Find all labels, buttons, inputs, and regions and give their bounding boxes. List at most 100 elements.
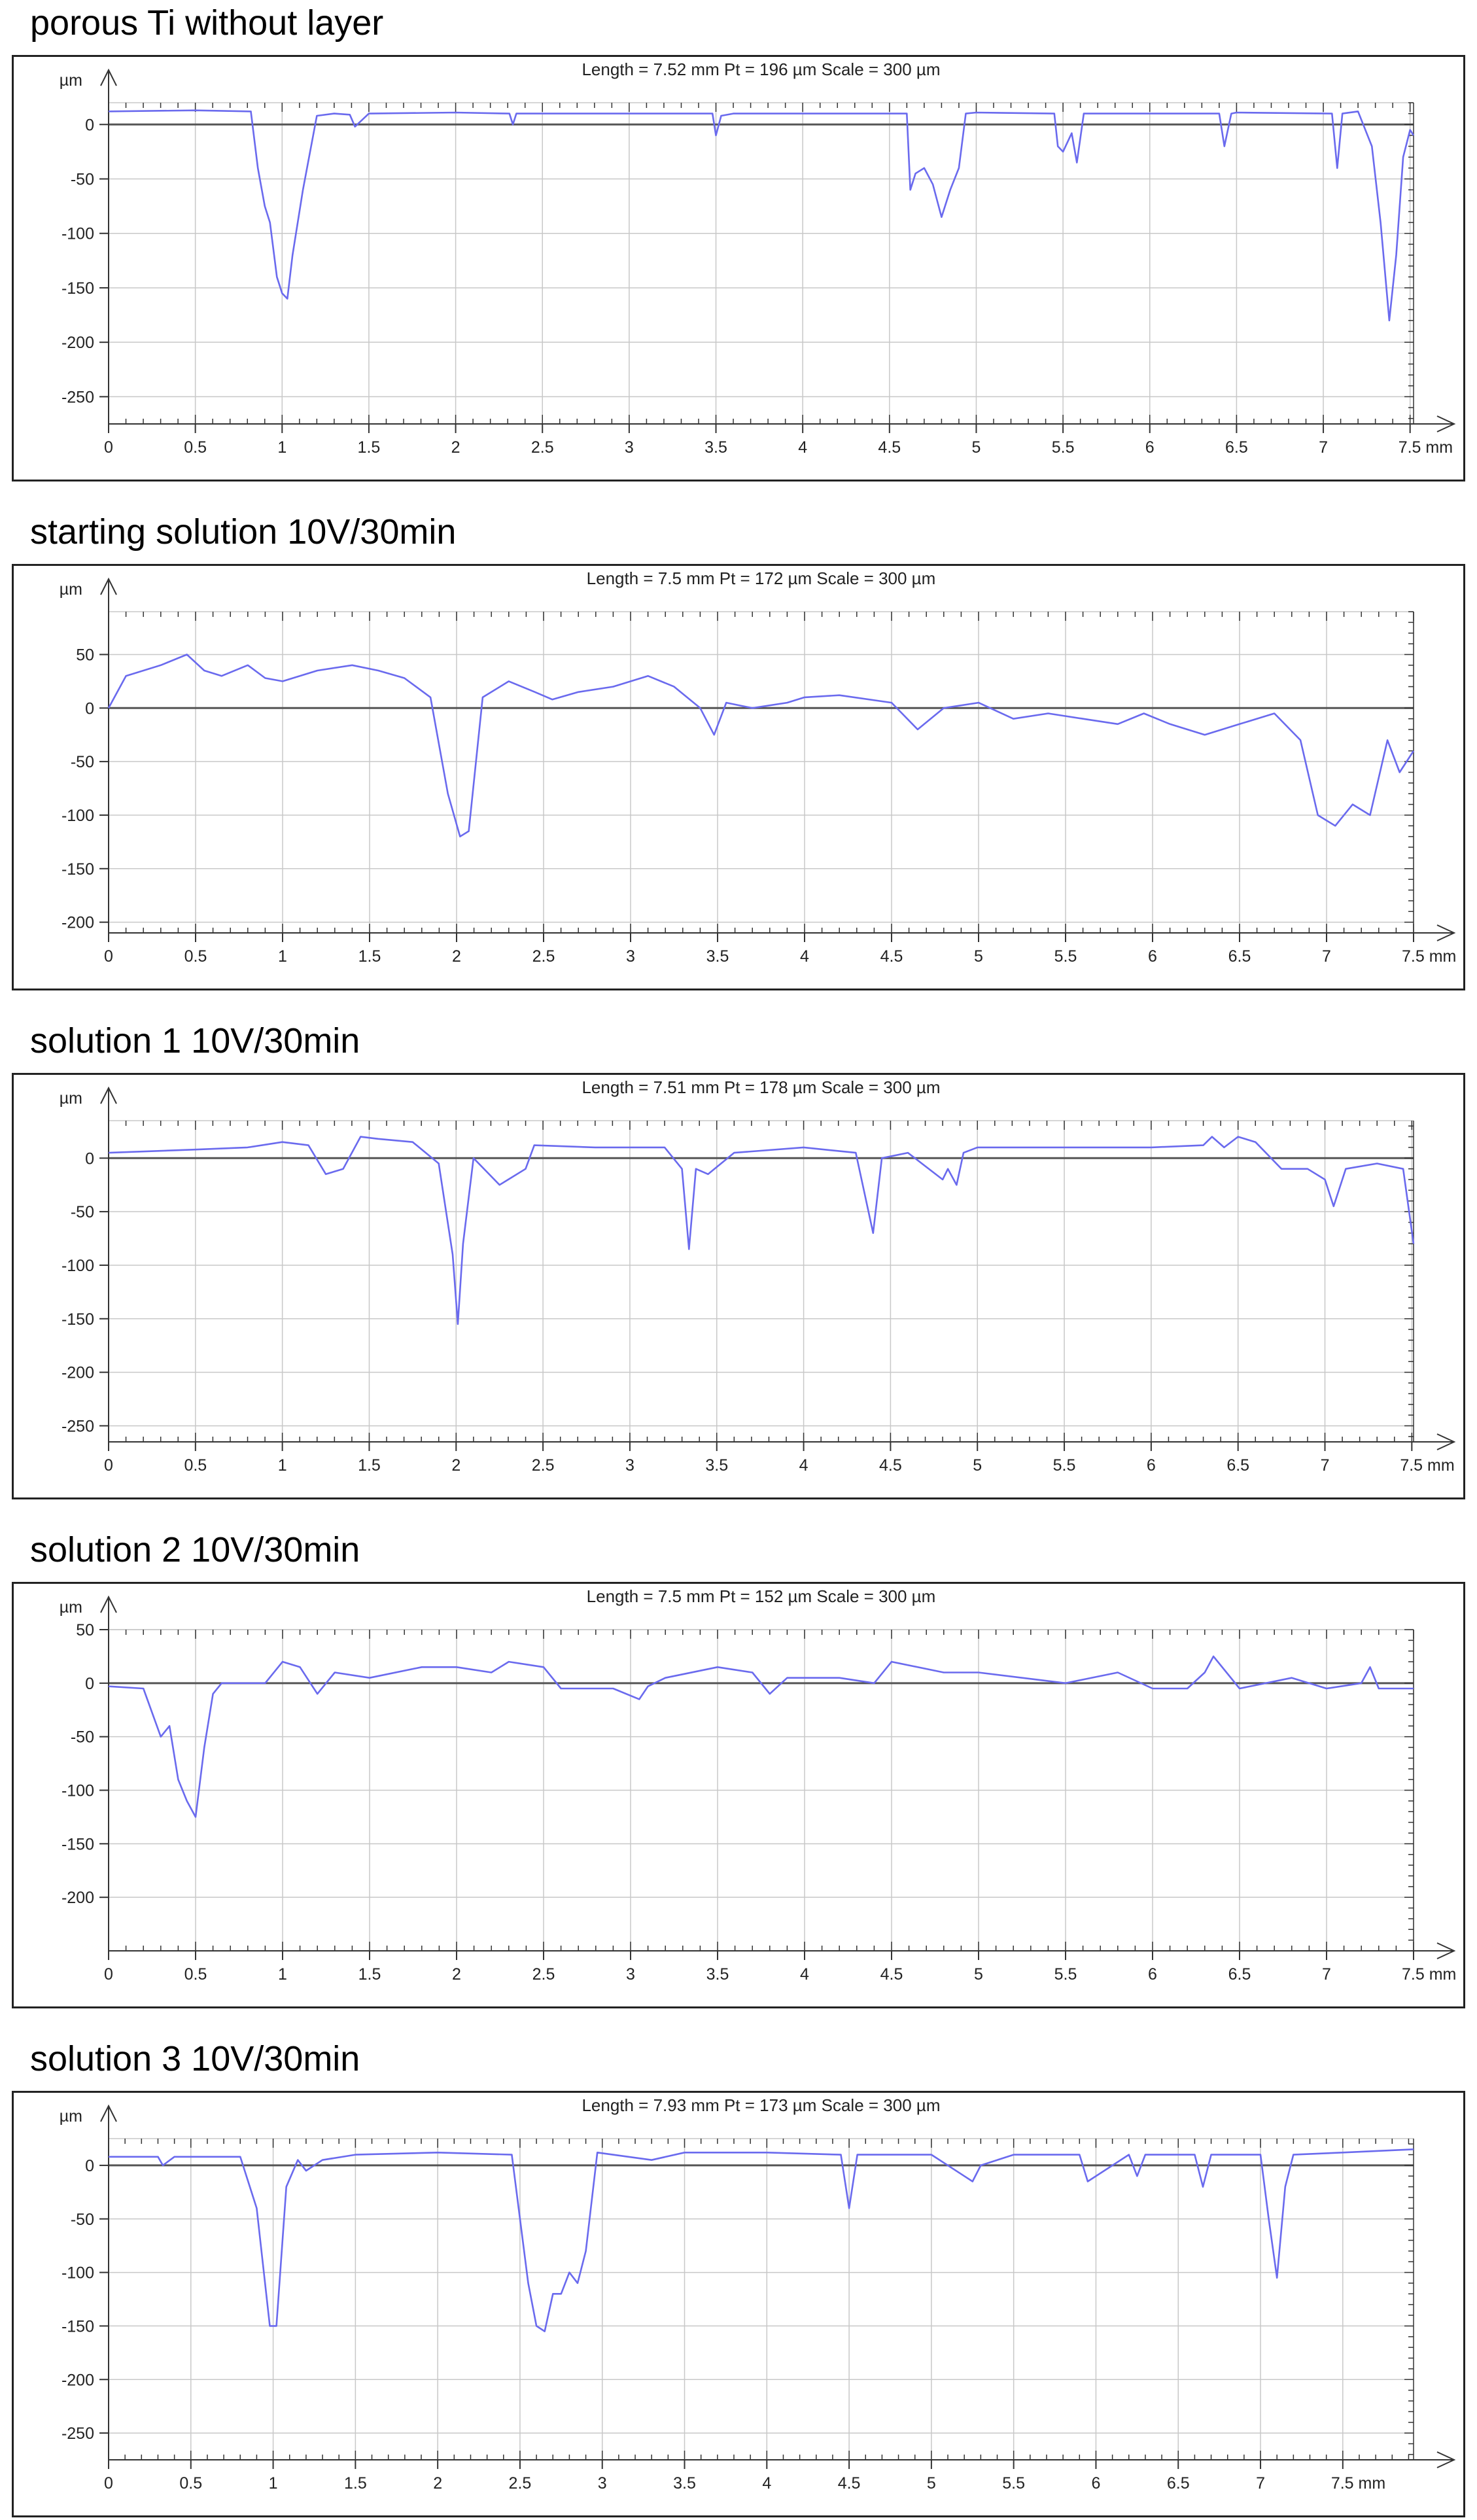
x-tick-label: 3: [625, 1456, 634, 1475]
x-tick-label: 2: [451, 438, 460, 457]
x-tick-label: 4.5: [878, 438, 901, 457]
x-tick-label: 1.5: [358, 1456, 381, 1475]
x-axis-arrow: [1436, 2451, 1456, 2468]
y-tick-label: 0: [85, 116, 94, 134]
y-tick-label: -150: [61, 860, 94, 879]
profile-plot: 0 -50 -100 -150 -200 -250 0 0.5 1 1.5 2 2.5 3 3.5 4 4.5…: [60, 60, 1456, 457]
x-tick-label: 5.5: [1054, 1965, 1077, 1984]
y-tick-label: -200: [61, 1364, 94, 1382]
x-tick-label: 6.5: [1225, 438, 1248, 457]
x-tick-label: 2: [452, 1965, 461, 1984]
x-tick-label: 4.5: [880, 1965, 903, 1984]
x-axis-arrow: [1436, 415, 1456, 432]
x-tick-label: 1.5: [358, 438, 381, 457]
chart-panel: 50 0 -50 -100 -150 -200 0 0.5 1 1.5 2 2.5 3 3.5 4 4.5 5 5…: [12, 564, 1465, 990]
x-tick-label: 5.5: [1052, 438, 1075, 457]
profile-line: [108, 1655, 1414, 1818]
profile-line: [107, 654, 1415, 838]
y-tick-label: 0: [85, 1149, 94, 1168]
x-tick-label: 2: [451, 1456, 460, 1475]
y-tick-label: -250: [61, 1417, 94, 1435]
x-tick-label: 7.5 mm: [1402, 1965, 1456, 1984]
x-tick-label: 2.5: [532, 947, 555, 966]
x-tick-label: 5: [972, 438, 981, 457]
x-tick-label: 3.5: [705, 1456, 728, 1475]
y-tick-label: -250: [61, 2424, 94, 2443]
x-tick-label: 3.5: [706, 1965, 729, 1984]
y-axis-arrow: [100, 2104, 117, 2122]
y-tick-label: 0: [85, 699, 94, 718]
x-axis-arrow: [1436, 924, 1456, 941]
x-tick-label: 0.5: [184, 1456, 207, 1475]
measurement-info: Length = 7.51 mm Pt = 178 µm Scale = 300…: [582, 1077, 940, 1097]
x-tick-label: 1: [278, 1965, 287, 1984]
x-tick-label: 6: [1148, 947, 1157, 966]
x-tick-label: 1: [277, 438, 287, 457]
y-axis-arrow: [100, 577, 117, 595]
x-tick-label: 1.5: [358, 1965, 381, 1984]
x-tick-label: 5: [974, 1965, 983, 1984]
profile-plot: 50 0 -50 -100 -150 -200 0 0.5 1 1.5 2 2.5 3 3.5 4 4.5 5 5…: [60, 569, 1457, 966]
x-tick-label: 0: [104, 947, 113, 966]
x-tick-label: 3.5: [673, 2474, 696, 2493]
x-tick-label: 7.5 mm: [1331, 2474, 1385, 2493]
x-axis-arrow: [1436, 1942, 1456, 1959]
x-tick-label: 6.5: [1228, 947, 1251, 966]
chart-title: starting solution 10V/30min: [30, 512, 457, 551]
x-tick-label: 2.5: [532, 1965, 555, 1984]
y-tick-label: -100: [61, 807, 94, 825]
y-tick-label: -150: [61, 1835, 94, 1853]
x-tick-label: 0: [104, 2474, 113, 2493]
x-tick-label: 4.5: [879, 1456, 902, 1475]
x-tick-label: 7: [1322, 947, 1331, 966]
x-tick-label: 1: [278, 947, 287, 966]
y-axis-arrow: [100, 1086, 117, 1104]
x-tick-label: 6.5: [1167, 2474, 1190, 2493]
chart-panel: 0 -50 -100 -150 -200 -250 0 0.5 1 1.5 2 2.5 3 3.5 4 4.5…: [12, 1073, 1465, 1499]
x-tick-label: 7: [1256, 2474, 1265, 2493]
y-tick-label: -50: [71, 1203, 94, 1221]
y-tick-label: -100: [61, 2264, 94, 2283]
x-tick-label: 5.5: [1053, 1456, 1076, 1475]
x-tick-label: 7: [1321, 1456, 1330, 1475]
y-tick-label: 0: [85, 1675, 94, 1693]
y-unit-label: µm: [60, 580, 82, 599]
chart-panel: 0 -50 -100 -150 -200 -250 0 0.5 1 1.5 2 2.5 3 3.5 4 4.5…: [12, 2091, 1465, 2517]
profile-line: [108, 1136, 1415, 1325]
x-tick-label: 5: [974, 947, 983, 966]
measurement-info: Length = 7.93 mm Pt = 173 µm Scale = 300…: [582, 2095, 940, 2115]
x-tick-label: 0.5: [179, 2474, 202, 2493]
chart-title: porous Ti without layer: [30, 3, 384, 43]
x-tick-label: 3.5: [706, 947, 729, 966]
x-tick-label: 0.5: [184, 947, 207, 966]
x-tick-label: 0: [104, 1965, 113, 1984]
x-tick-label: 1.5: [344, 2474, 367, 2493]
y-tick-label: -50: [71, 171, 94, 189]
x-tick-label: 1: [278, 1456, 287, 1475]
chart-title: solution 2 10V/30min: [30, 1530, 360, 1569]
y-tick-label: 0: [85, 2157, 94, 2175]
y-tick-label: -200: [61, 1889, 94, 1907]
chart-section-3: solution 1 10V/30min 0 -50 -100 -150 -200 -25…: [0, 1018, 1477, 1502]
y-tick-label: -200: [61, 2371, 94, 2389]
y-tick-label: -100: [61, 1782, 94, 1800]
x-tick-label: 5: [927, 2474, 936, 2493]
chart-section-1: porous Ti without layer 0 -50 -100 -150 -200…: [0, 0, 1477, 484]
chart-panel: 50 0 -50 -100 -150 -200 0 0.5 1 1.5 2 2.5 3 3.5 4 4.5 5 5…: [12, 1582, 1465, 2008]
y-unit-label: µm: [60, 1089, 82, 1108]
chart-panel: 0 -50 -100 -150 -200 -250 0 0.5 1 1.5 2 2.5 3 3.5 4 4.5…: [12, 55, 1465, 481]
y-axis-arrow: [100, 68, 117, 86]
x-tick-label: 3.5: [704, 438, 727, 457]
x-tick-label: 3: [626, 1965, 635, 1984]
x-tick-label: 4: [800, 947, 809, 966]
x-tick-label: 5.5: [1002, 2474, 1025, 2493]
x-tick-label: 4: [799, 1456, 808, 1475]
x-tick-label: 3: [598, 2474, 607, 2493]
y-tick-label: -200: [61, 914, 94, 932]
x-tick-label: 1.5: [358, 947, 381, 966]
y-tick-label: -50: [71, 1728, 94, 1747]
x-tick-label: 4: [800, 1965, 809, 1984]
profile-line: [108, 109, 1415, 322]
x-tick-label: 4.5: [838, 2474, 861, 2493]
y-tick-label: -100: [61, 225, 94, 243]
